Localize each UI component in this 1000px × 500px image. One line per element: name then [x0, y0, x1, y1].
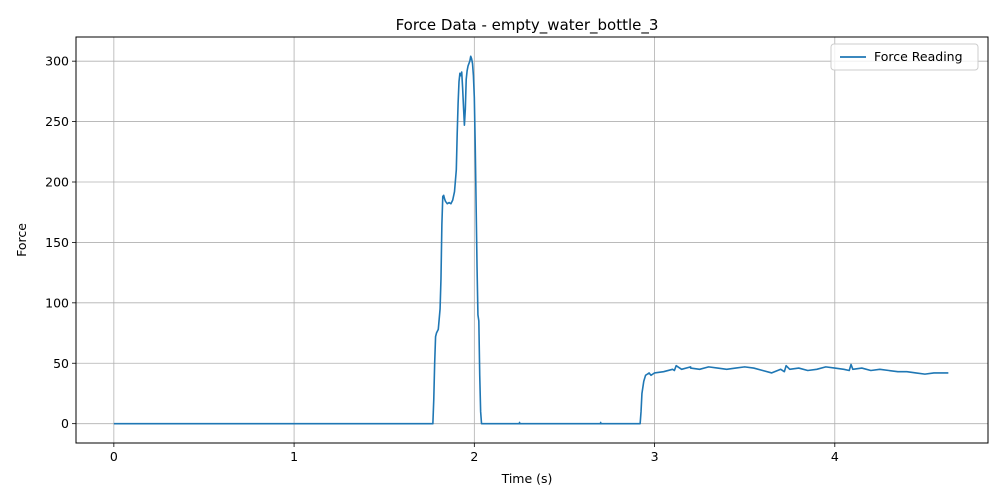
- y-axis-label: Force: [14, 223, 29, 257]
- chart-title: Force Data - empty_water_bottle_3: [396, 16, 659, 35]
- y-tick-label: 300: [45, 54, 69, 69]
- x-axis-label: Time (s): [501, 471, 553, 486]
- y-tick-label: 100: [45, 295, 69, 310]
- y-tick-label: 250: [45, 114, 69, 129]
- series-line-force-reading: [113, 55, 949, 425]
- x-tick-label: 3: [651, 449, 659, 464]
- legend-label: Force Reading: [874, 49, 963, 64]
- legend: Force Reading: [830, 43, 979, 71]
- y-tick-label: 50: [53, 356, 69, 371]
- ticks: 0 1 2 3 4 0 50 100 150 200 250 300: [45, 54, 839, 464]
- plot-frame: [75, 36, 989, 444]
- y-tick-label: 200: [45, 175, 69, 190]
- y-tick-label: 150: [45, 235, 69, 250]
- plot-line-group: [113, 55, 949, 425]
- legend-box: [830, 43, 979, 71]
- x-tick-label: 2: [470, 449, 478, 464]
- x-tick-label: 0: [110, 449, 118, 464]
- x-tick-label: 1: [290, 449, 298, 464]
- y-tick-label: 0: [61, 416, 69, 431]
- x-tick-label: 4: [831, 449, 839, 464]
